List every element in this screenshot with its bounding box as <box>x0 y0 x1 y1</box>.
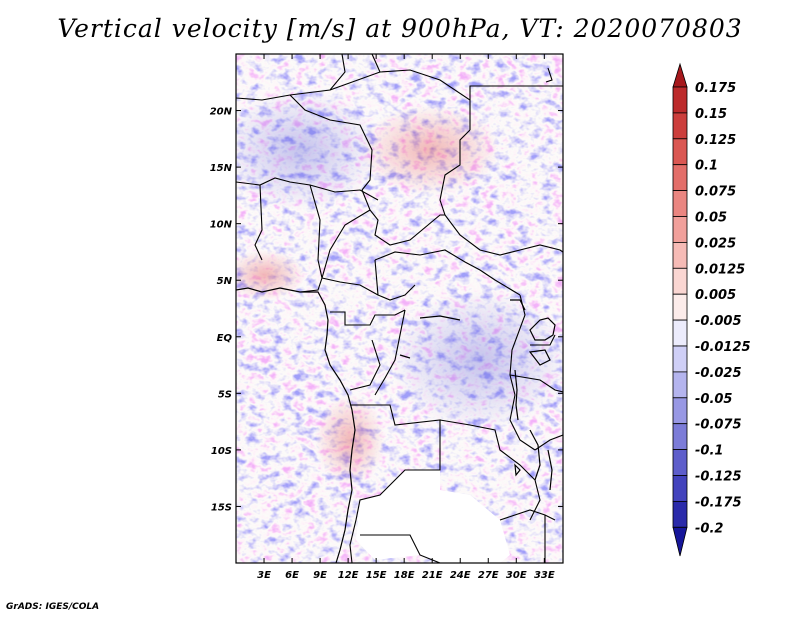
lat-tick-label: EQ <box>217 333 233 344</box>
lat-tick-label: 5S <box>218 389 232 400</box>
colorbar-label: 0.175 <box>695 81 736 96</box>
colorbar-label: -0.05 <box>695 392 732 407</box>
axis-ticks: 3E 6E 9E 12E 15E 18E 21E 24E 27E 30E 33E 20N 15N 10N 5… <box>210 54 563 581</box>
colorbar-label: -0.2 <box>695 521 723 536</box>
colorbar-label: -0.175 <box>695 495 742 510</box>
colorbar: 0.175 0.15 0.125 0.1 0.075 0.05 0.025 0.0125 0.0… <box>672 62 751 557</box>
ascent-region-north <box>360 105 500 195</box>
lon-tick-label: 12E <box>338 570 359 581</box>
colorbar-swatch <box>672 216 688 243</box>
colorbar-label: -0.005 <box>695 314 742 329</box>
colorbar-swatch <box>672 293 688 321</box>
lon-tick-label: 15E <box>366 570 387 581</box>
colorbar-label: -0.1 <box>695 444 723 459</box>
colorbar-label: -0.125 <box>695 470 742 485</box>
lat-tick-label: 15N <box>210 163 233 174</box>
colorbar-swatch <box>672 397 688 425</box>
colorbar-label: 0.075 <box>695 185 736 200</box>
colorbar-label: 0.05 <box>695 211 727 226</box>
lon-tick-label: 18E <box>394 570 415 581</box>
lon-tick-label: 21E <box>422 570 443 581</box>
lat-tick-label: 10S <box>211 446 232 457</box>
colorbar-swatch <box>672 241 688 269</box>
colorbar-swatch <box>672 371 688 399</box>
colorbar-swatch <box>672 164 688 191</box>
lon-tick-label: 27E <box>478 570 499 581</box>
plot-area <box>236 54 563 563</box>
colorbar-swatch <box>672 526 688 557</box>
country-borders <box>236 54 563 563</box>
lon-tick-label: 24E <box>450 570 471 581</box>
colorbar-label: 0.1 <box>695 159 718 174</box>
colorbar-swatch <box>672 423 688 451</box>
colorbar-label: 0.025 <box>695 236 736 251</box>
colorbar-label: 0.0125 <box>695 262 745 277</box>
colorbar-label: 0.125 <box>695 133 736 148</box>
colorbar-swatch <box>672 267 688 295</box>
colorbar-label: 0.005 <box>695 288 736 303</box>
colorbar-swatch <box>672 190 688 217</box>
colorbar-label: -0.0125 <box>695 340 751 355</box>
lat-tick-label: 10N <box>210 220 233 231</box>
lon-tick-label: 30E <box>506 570 527 581</box>
grads-credit: GrADS: IGES/COLA <box>6 602 100 612</box>
subsidence-region-sahel <box>236 90 380 210</box>
colorbar-label: -0.075 <box>695 418 742 433</box>
plot-frame <box>235 53 564 564</box>
colorbar-swatch <box>672 112 688 140</box>
colorbar-swatch <box>672 319 688 347</box>
colorbar-swatch <box>672 62 688 88</box>
lat-tick-label: 20N <box>210 107 233 118</box>
colorbar-swatch <box>672 449 688 476</box>
colorbar-label: -0.025 <box>695 366 742 381</box>
lon-tick-label: 6E <box>285 570 299 581</box>
ascent-region-gulf <box>236 250 305 300</box>
lat-tick-label: 5N <box>217 276 233 287</box>
lon-tick-label: 33E <box>534 570 555 581</box>
colorbar-swatch <box>672 500 688 528</box>
ascent-region-angola <box>315 395 385 485</box>
coastlines-and-lakes <box>236 287 556 563</box>
lat-tick-label: 15S <box>211 502 232 513</box>
lon-tick-label: 3E <box>257 570 271 581</box>
colorbar-swatch <box>672 345 688 373</box>
subsidence-region-congo <box>390 290 563 430</box>
missing-data-region <box>356 470 510 563</box>
colorbar-label: 0.15 <box>695 107 727 122</box>
colorbar-swatch <box>672 138 688 166</box>
chart-title: Vertical velocity [m/s] at 900hPa, VT: 2… <box>57 14 743 43</box>
colorbar-swatch <box>672 86 688 114</box>
lon-tick-label: 9E <box>313 570 327 581</box>
colorbar-swatch <box>672 475 688 502</box>
